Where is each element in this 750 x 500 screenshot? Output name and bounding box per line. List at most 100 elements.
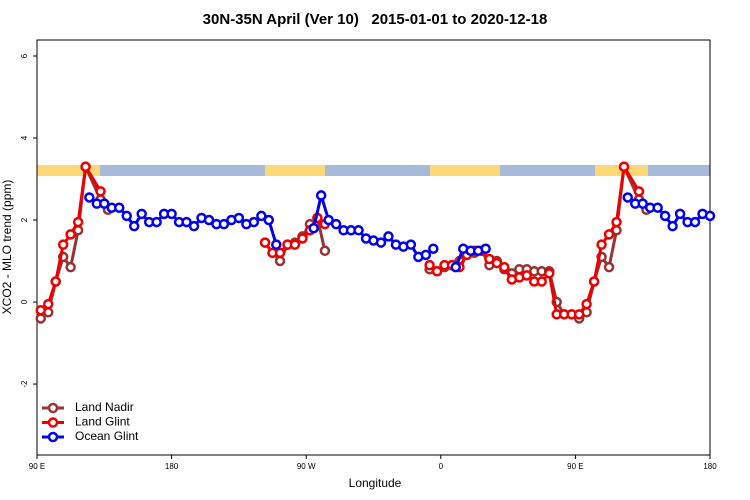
data-point (114, 202, 125, 213)
data-point (218, 218, 230, 230)
legend-label: Ocean Glint (75, 429, 139, 443)
data-point (659, 210, 671, 222)
data-point (637, 198, 648, 209)
data-point (35, 304, 46, 316)
legend-marker (47, 417, 59, 428)
data-point (274, 255, 286, 267)
data-point (543, 268, 555, 279)
plot-frame (36, 39, 711, 456)
y-tick-label: 6 (20, 53, 29, 58)
data-point (188, 220, 200, 232)
data-point (536, 276, 547, 287)
data-point (323, 214, 334, 226)
data-point (259, 237, 271, 248)
data-point (57, 239, 69, 250)
y-axis-label: XCO2 - MLO trend (ppm) (0, 180, 14, 315)
y-tick-label: -2 (20, 380, 29, 388)
chart-title: 30N-35N April (Ver 10) 2015-01-01 to 202… (203, 11, 548, 28)
data-point (420, 249, 432, 261)
data-point (181, 216, 192, 228)
y-tick-label: 4 (20, 135, 29, 140)
legend-label: Land Glint (75, 415, 130, 429)
data-point (596, 239, 607, 250)
data-point (289, 239, 301, 250)
x-tick-label: 90 E (567, 462, 583, 471)
data-point (704, 210, 716, 222)
data-point (297, 233, 308, 244)
land-band (430, 165, 500, 176)
data-point (480, 243, 491, 254)
data-point (383, 231, 394, 242)
legend-marker (47, 402, 59, 414)
data-point (203, 214, 215, 226)
data-point (424, 259, 435, 271)
data-point (603, 261, 615, 273)
data-point (263, 214, 275, 226)
x-tick-label: 180 (703, 462, 717, 471)
x-tick-label: 180 (165, 462, 179, 471)
legend-item: Ocean Glint (42, 429, 139, 443)
x-tick-label: 90 W (297, 462, 316, 471)
legend-marker (47, 431, 59, 443)
data-point (233, 212, 245, 224)
data-point (256, 210, 267, 222)
data-point (99, 198, 110, 209)
data-point (588, 276, 600, 287)
x-tick-label: 0 (439, 462, 444, 471)
data-point (491, 257, 503, 269)
data-point (50, 276, 61, 287)
data-point (136, 208, 147, 220)
land-band (37, 165, 100, 176)
legend-item: Land Glint (42, 415, 130, 429)
data-point (499, 261, 510, 273)
y-tick-label: 0 (20, 299, 29, 304)
series (84, 190, 716, 273)
data-point (42, 298, 54, 310)
data-point (151, 216, 162, 228)
data-point (405, 239, 417, 250)
data-point (330, 218, 342, 230)
data-point (581, 298, 592, 310)
y-tick-label: 2 (20, 217, 29, 222)
data-point (674, 208, 686, 220)
data-point (521, 270, 533, 281)
data-point (35, 313, 46, 324)
data-point (667, 220, 678, 232)
data-point (72, 216, 84, 228)
data-point (633, 186, 645, 197)
data-point (450, 261, 462, 273)
data-point (622, 192, 633, 203)
data-point (65, 229, 76, 240)
ocean-band (37, 165, 710, 176)
data-point (271, 239, 282, 250)
data-point (308, 222, 319, 234)
data-point (428, 243, 439, 254)
legend-label: Land Nadir (75, 400, 134, 414)
x-tick-label: 90 E (29, 462, 45, 471)
data-point (248, 216, 260, 228)
series (35, 161, 645, 320)
data-point (84, 192, 95, 203)
data-point (611, 216, 622, 228)
data-point (618, 161, 630, 172)
data-point (689, 216, 701, 228)
data-point (484, 253, 495, 265)
data-point (166, 208, 177, 220)
data-point (128, 220, 140, 232)
data-point (319, 245, 331, 257)
data-point (652, 202, 663, 213)
x-axis-label: Longitude (349, 476, 402, 490)
data-point (353, 225, 364, 236)
data-point (121, 210, 132, 222)
data-point (375, 237, 387, 248)
data-point (65, 261, 76, 273)
data-point (95, 186, 106, 197)
data-point (80, 161, 91, 172)
data-point (315, 190, 327, 201)
legend-item: Land Nadir (42, 400, 134, 414)
data-point (431, 266, 443, 277)
data-point (573, 309, 585, 320)
data-point (274, 247, 286, 259)
